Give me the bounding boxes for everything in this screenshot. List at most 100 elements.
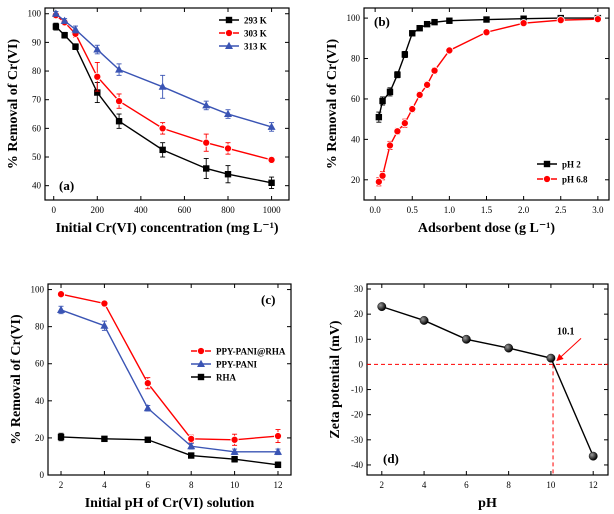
x-axis-label: pH xyxy=(478,496,497,511)
data-point xyxy=(93,72,102,81)
data-point xyxy=(224,171,232,178)
y-tick-label: 40 xyxy=(35,396,45,406)
data-point xyxy=(71,25,80,33)
x-axis-label: Initial pH of Cr(VI) solution xyxy=(85,496,255,511)
data-point xyxy=(408,105,417,114)
data-point xyxy=(57,433,65,441)
y-tick-label: 40 xyxy=(32,181,42,191)
data-point xyxy=(520,15,527,22)
y-axis-label: % Removal of Cr(VI) xyxy=(325,39,340,170)
y-tick-label: 0 xyxy=(40,470,45,480)
x-tick-label: 4 xyxy=(422,480,427,490)
data-point xyxy=(409,30,416,37)
data-point xyxy=(72,43,79,50)
data-point xyxy=(144,436,152,443)
data-point xyxy=(394,71,401,78)
data-point xyxy=(378,171,387,180)
data-point xyxy=(423,80,432,89)
legend-entry: RHA xyxy=(216,373,237,383)
legend-marker xyxy=(543,160,551,168)
plot-frame xyxy=(47,283,292,476)
y-axis-label: Zeta potential (mV) xyxy=(328,320,343,439)
data-point xyxy=(519,19,528,28)
y-tick-label: 20 xyxy=(35,433,45,443)
y-tick-label: -30 xyxy=(351,435,363,445)
x-tick-label: 1.0 xyxy=(444,205,456,215)
y-tick-label: 100 xyxy=(31,285,45,295)
legend-marker xyxy=(542,174,552,184)
x-axis-label: Adsorbent dose (g L⁻¹) xyxy=(418,221,556,236)
y-tick-label: -40 xyxy=(351,460,363,470)
data-point xyxy=(158,82,167,90)
panel-label: (d) xyxy=(383,451,399,466)
series-line xyxy=(55,26,272,184)
x-tick-label: 6 xyxy=(146,480,151,490)
data-point xyxy=(101,435,108,443)
legend: pH 2 pH 6.8 xyxy=(537,160,588,185)
data-point xyxy=(93,45,102,53)
data-point xyxy=(230,447,239,455)
data-point xyxy=(223,144,233,153)
chart-root: 0 200 400 600 800 1000405060708090100Initial … xyxy=(6,7,610,511)
x-tick-label: 0.0 xyxy=(370,205,382,215)
plot-frame xyxy=(44,7,290,201)
series-293-k xyxy=(52,22,275,189)
plot-frame xyxy=(366,283,609,476)
x-tick-label: 2 xyxy=(380,480,385,490)
y-tick-label: 10 xyxy=(354,334,364,344)
x-tick-label: 800 xyxy=(221,205,235,215)
x-tick-label: 3.0 xyxy=(592,205,604,215)
y-tick-label: 60 xyxy=(32,123,42,133)
x-tick-label: 0.5 xyxy=(407,205,419,215)
y-tick-label: 50 xyxy=(32,152,42,162)
data-point xyxy=(430,66,439,75)
series-ppy-pani xyxy=(57,305,282,456)
panel-a: 0 200 400 600 800 1000 40 50 60 70 80 90 100 Initial … xyxy=(6,7,290,236)
series-line xyxy=(378,18,598,183)
data-point xyxy=(416,25,423,32)
y-tick-label: 60 xyxy=(351,94,361,104)
series-ppy-pani-rha xyxy=(56,290,283,446)
y-tick-label: 90 xyxy=(32,37,42,47)
series-zeta-potential xyxy=(377,302,598,461)
legend-entry: pH 2 xyxy=(562,160,581,170)
y-tick-label: 70 xyxy=(32,95,42,105)
x-tick-label: 8 xyxy=(506,480,511,490)
data-point xyxy=(374,177,383,186)
data-point xyxy=(187,434,196,443)
data-point xyxy=(159,146,166,154)
data-point xyxy=(61,32,68,39)
y-tick-label: 40 xyxy=(351,134,361,144)
panel-label: (b) xyxy=(374,14,390,29)
data-point xyxy=(375,113,383,121)
x-tick-label: 10 xyxy=(546,480,556,490)
legend-marker xyxy=(197,373,205,381)
data-point xyxy=(52,23,60,30)
legend-marker xyxy=(197,359,205,367)
plot-frame xyxy=(363,7,610,201)
x-tick-label: 12 xyxy=(589,480,598,490)
x-tick-label: 6 xyxy=(464,480,469,490)
data-point xyxy=(187,441,196,450)
data-point xyxy=(446,17,453,24)
y-tick-label: 100 xyxy=(28,9,42,19)
x-tick-label: 2.0 xyxy=(518,205,530,215)
y-axis-label: % Removal of Cr(VI) xyxy=(9,314,24,445)
data-point xyxy=(100,321,109,329)
x-tick-label: 12 xyxy=(273,480,282,490)
data-point xyxy=(393,127,402,136)
legend: PPY-PANI@RHA PPY-PANI RHA xyxy=(191,347,286,383)
data-point xyxy=(273,447,282,455)
y-tick-label: 80 xyxy=(35,322,45,332)
x-tick-label: 4 xyxy=(102,480,107,490)
panel-d: 2 4 6 8 10 12 -40 -30 -20 -10 0 10 20 30 pH Zeta potent… xyxy=(328,283,609,511)
data-point xyxy=(100,299,109,308)
annotation-arrow xyxy=(556,338,582,362)
x-tick-label: 2.5 xyxy=(555,205,567,215)
x-tick-label: 2 xyxy=(59,480,64,490)
data-point xyxy=(274,461,282,469)
data-point xyxy=(57,305,66,313)
data-point xyxy=(588,451,598,461)
x-tick-label: 400 xyxy=(134,205,148,215)
